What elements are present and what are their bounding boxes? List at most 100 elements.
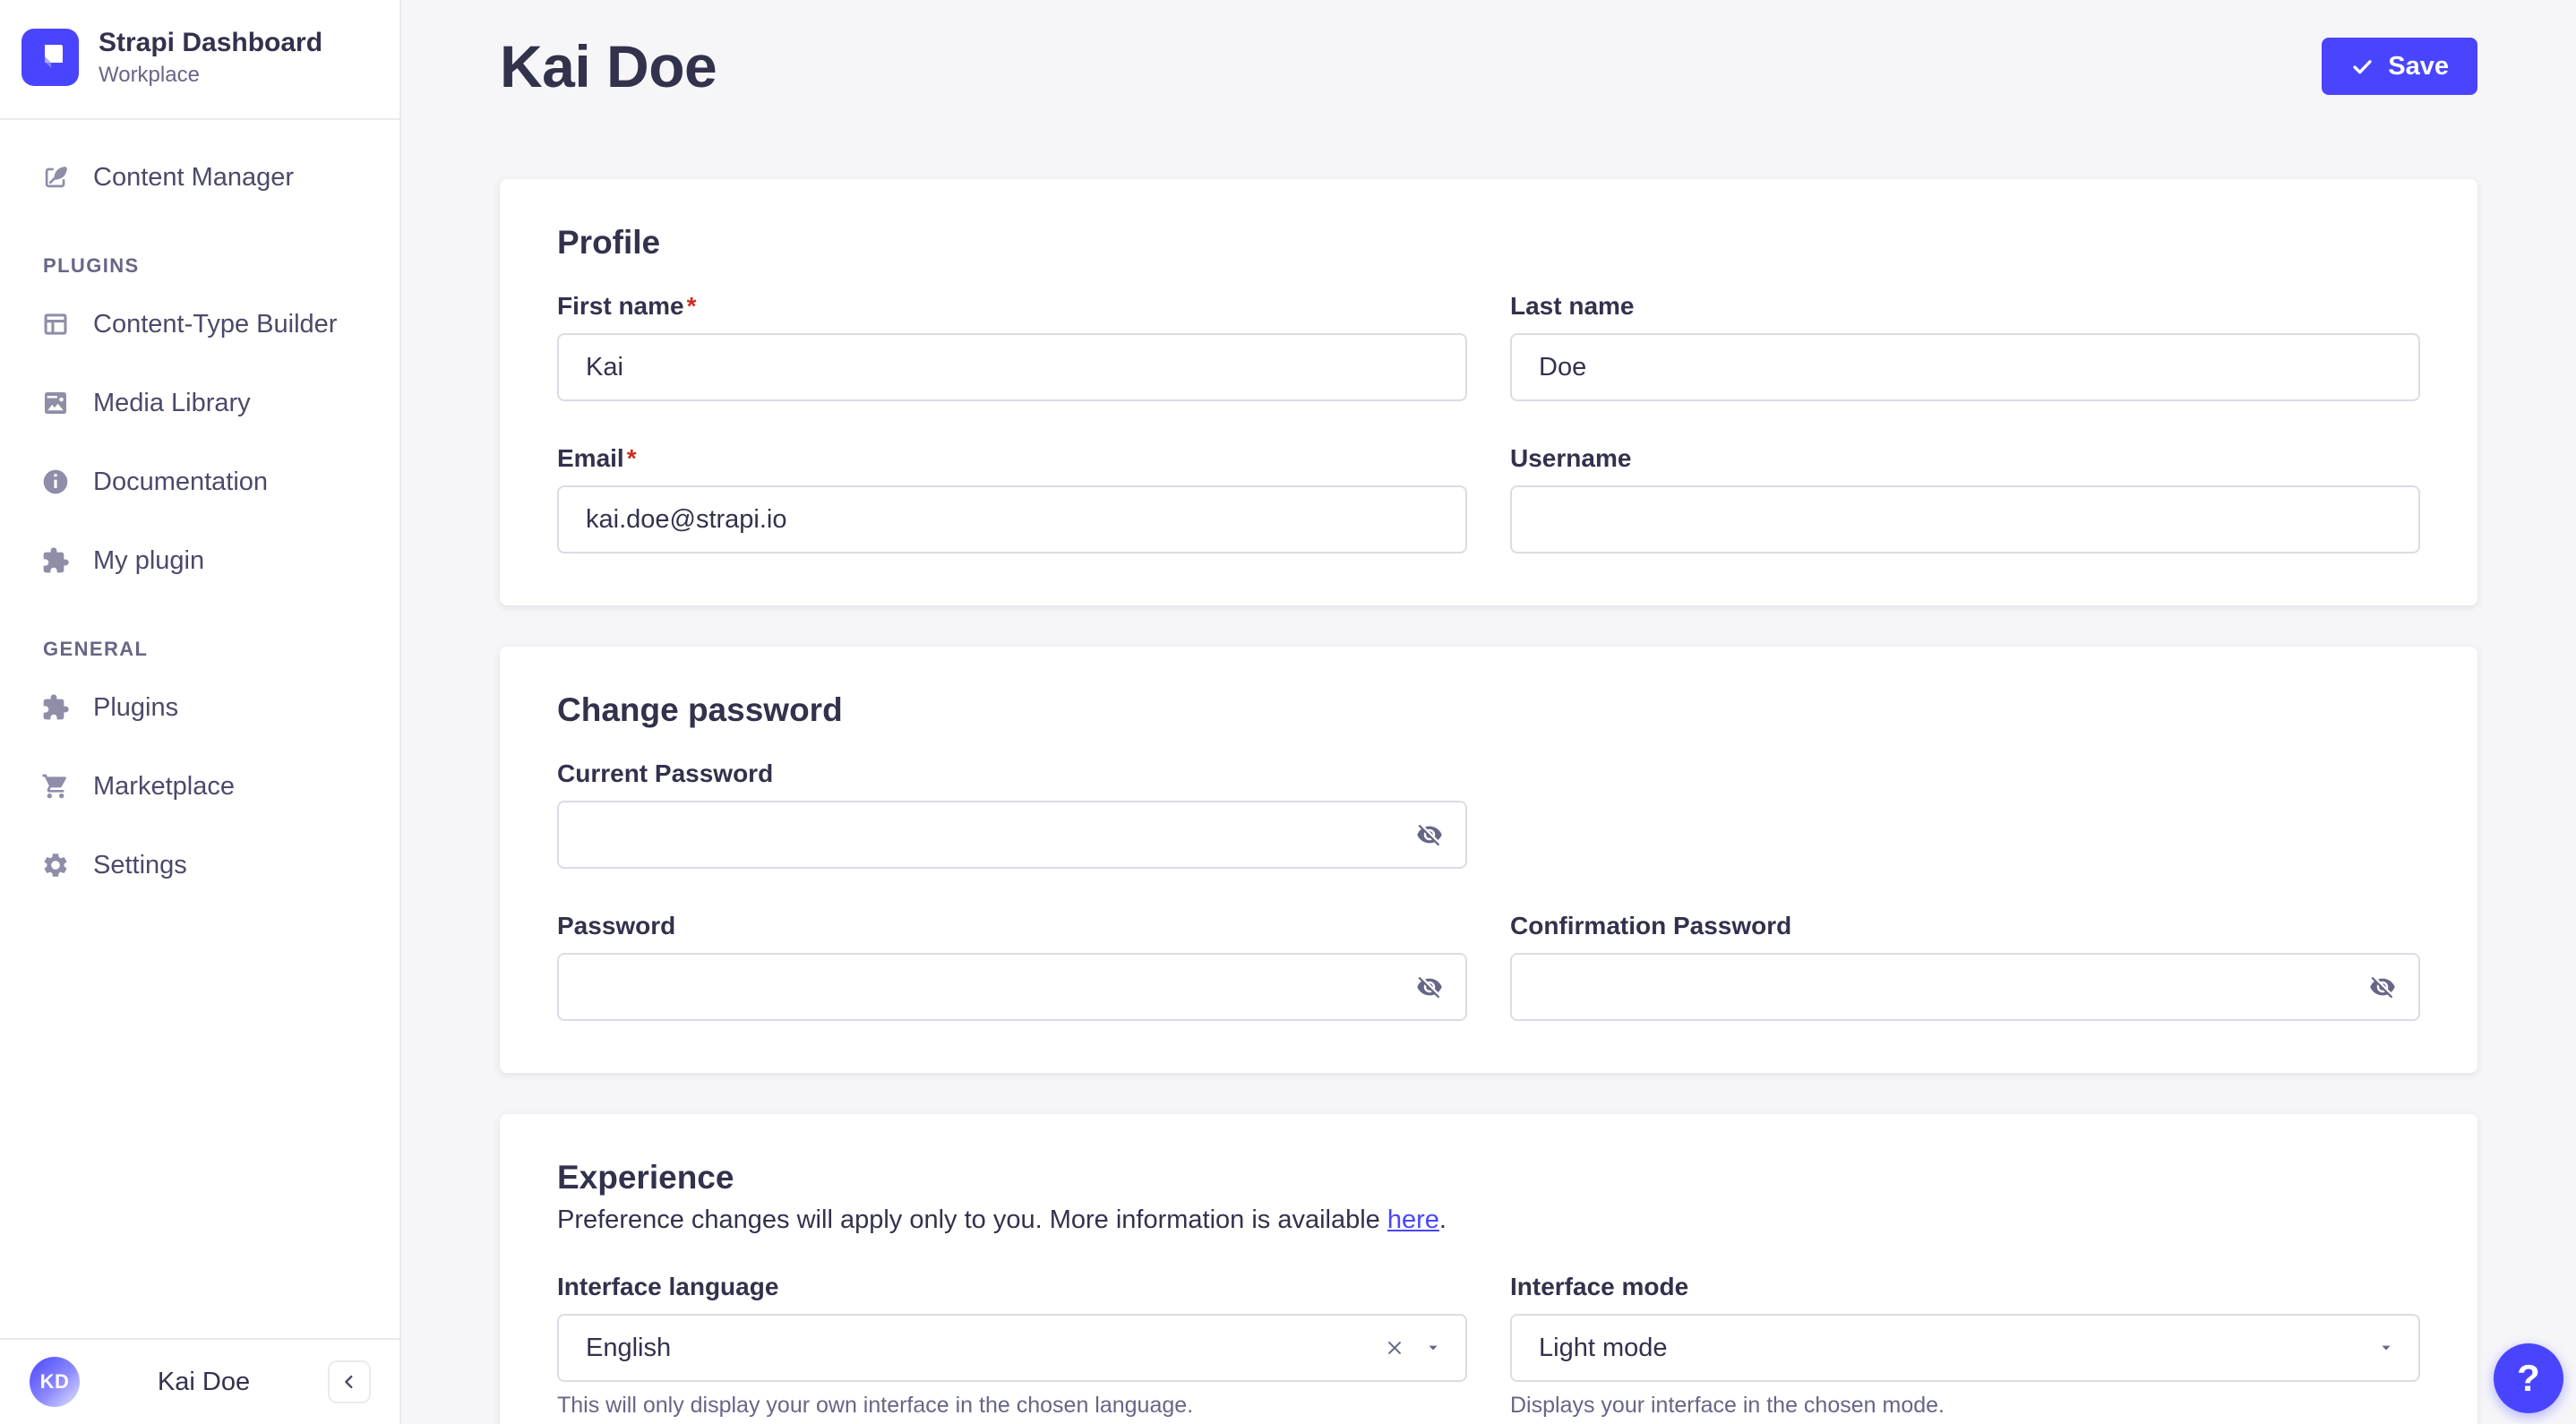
eye-off-icon <box>1417 976 1442 999</box>
interface-language-label: Interface language <box>557 1273 1467 1301</box>
username-label: Username <box>1510 444 2420 473</box>
profile-card-title: Profile <box>557 224 661 261</box>
email-label: Email * <box>557 444 1467 473</box>
required-marker: * <box>686 292 697 320</box>
sidebar: Strapi Dashboard Workplace Content Manag… <box>0 0 401 1424</box>
toggle-password-visibility-button[interactable] <box>1408 813 1451 856</box>
save-button-label: Save <box>2388 51 2449 81</box>
interface-language-field: Interface language English <box>557 1273 1467 1419</box>
username-input[interactable] <box>1510 485 2420 553</box>
sidebar-item-label: Plugins <box>93 692 179 722</box>
current-password-input[interactable] <box>557 801 1467 869</box>
interface-mode-field: Interface mode Light mode Displays your … <box>1510 1273 2420 1419</box>
email-input[interactable] <box>557 485 1467 553</box>
clear-selection-button[interactable] <box>1383 1336 1406 1360</box>
main-content: Kai Doe Save Profile First name * <box>401 0 2576 1424</box>
sidebar-section-general: GENERAL <box>43 638 149 660</box>
experience-title: Experience <box>557 1159 734 1196</box>
sidebar-item-settings[interactable]: Settings <box>0 828 399 903</box>
brand-subtitle: Workplace <box>99 63 200 87</box>
info-icon <box>41 468 70 496</box>
sidebar-item-label: Content Manager <box>93 162 295 192</box>
sidebar-item-label: Settings <box>93 850 187 879</box>
page-title: Kai Doe <box>500 33 717 99</box>
select-value: Light mode <box>1539 1333 1668 1362</box>
sidebar-item-plugins[interactable]: Plugins <box>0 670 399 745</box>
email-field: Email * <box>557 444 1467 553</box>
workspace-brand[interactable]: Strapi Dashboard Workplace <box>0 0 399 120</box>
layout-icon <box>41 310 70 339</box>
sidebar-item-content-manager[interactable]: Content Manager <box>0 140 399 215</box>
change-password-title: Change password <box>557 691 843 728</box>
description-text: Preference changes will apply only to yo… <box>557 1205 1387 1234</box>
current-password-field: Current Password <box>557 759 1467 869</box>
page-header: Kai Doe Save <box>500 32 2477 100</box>
sidebar-item-documentation[interactable]: Documentation <box>0 444 399 519</box>
image-icon <box>41 389 70 417</box>
sidebar-item-media-library[interactable]: Media Library <box>0 365 399 441</box>
interface-mode-hint: Displays your interface in the chosen mo… <box>1510 1393 1945 1418</box>
field-label-text: Current Password <box>557 759 774 787</box>
interface-language-hint: This will only display your own interfac… <box>557 1393 1194 1418</box>
first-name-label: First name * <box>557 292 1467 321</box>
change-password-card: Change password Current Password <box>500 647 2477 1073</box>
avatar[interactable]: KD <box>30 1357 80 1407</box>
chevron-left-icon <box>345 1375 353 1389</box>
grid-spacer <box>1510 759 2420 869</box>
sidebar-nav: Content Manager PLUGINS Content-Type Bui… <box>0 120 399 1338</box>
interface-mode-select[interactable]: Light mode <box>1510 1314 2420 1382</box>
eye-off-icon <box>2370 976 2395 999</box>
chevron-down-icon <box>1429 1345 1438 1351</box>
field-label-text: First name <box>557 292 684 320</box>
field-label-text: Interface mode <box>1510 1273 1689 1300</box>
interface-language-select[interactable]: English <box>557 1314 1467 1382</box>
first-name-field: First name * <box>557 292 1467 401</box>
save-button[interactable]: Save <box>2322 38 2477 95</box>
help-button[interactable]: ? <box>2494 1343 2563 1413</box>
puzzle-icon <box>41 693 70 722</box>
check-icon <box>2353 59 2372 73</box>
last-name-field: Last name <box>1510 292 2420 401</box>
description-text: . <box>1438 1205 1447 1234</box>
field-label-text: Username <box>1510 444 1632 472</box>
sidebar-item-label: Documentation <box>93 467 269 496</box>
sidebar-item-label: Media Library <box>93 388 251 417</box>
toggle-password-visibility-button[interactable] <box>1408 965 1451 1008</box>
sidebar-item-content-type-builder[interactable]: Content-Type Builder <box>0 287 399 362</box>
collapse-sidebar-button[interactable] <box>328 1360 371 1403</box>
more-info-link[interactable]: here <box>1387 1205 1439 1234</box>
field-label-text: Email <box>557 444 624 472</box>
username-field: Username <box>1510 444 2420 553</box>
field-label-text: Last name <box>1510 292 1635 320</box>
sidebar-footer: KD Kai Doe <box>0 1338 399 1424</box>
experience-card: Experience Preference changes will apply… <box>500 1114 2477 1424</box>
toggle-password-visibility-button[interactable] <box>2361 965 2404 1008</box>
sidebar-item-my-plugin[interactable]: My plugin <box>0 523 399 598</box>
profile-card: Profile First name* Last name Email <box>500 179 2477 605</box>
required-marker: * <box>626 444 637 472</box>
select-value: English <box>586 1333 672 1362</box>
clear-icon <box>1388 1342 1401 1354</box>
chevron-down-icon <box>2382 1345 2391 1351</box>
sidebar-item-label: Content-Type Builder <box>93 309 338 339</box>
cart-icon <box>41 772 70 801</box>
user-name: Kai Doe <box>157 1367 251 1396</box>
sidebar-item-marketplace[interactable]: Marketplace <box>0 749 399 824</box>
field-label-text: Interface language <box>557 1273 779 1300</box>
strapi-logo-icon <box>21 29 79 86</box>
sidebar-section-plugins: PLUGINS <box>43 254 140 277</box>
edit-icon <box>41 163 70 192</box>
field-label-text: Password <box>557 912 676 939</box>
new-password-input[interactable] <box>557 953 1467 1021</box>
first-name-input[interactable] <box>557 333 1467 401</box>
confirm-password-field: Confirmation Password <box>1510 912 2420 1021</box>
current-password-label: Current Password <box>557 759 1467 788</box>
new-password-field: Password <box>557 912 1467 1021</box>
new-password-label: Password <box>557 912 1467 940</box>
confirm-password-input[interactable] <box>1510 953 2420 1021</box>
last-name-input[interactable] <box>1510 333 2420 401</box>
confirm-password-label: Confirmation Password <box>1510 912 2420 940</box>
strapi-logo <box>21 29 79 86</box>
field-label-text: Confirmation Password <box>1510 912 1792 939</box>
